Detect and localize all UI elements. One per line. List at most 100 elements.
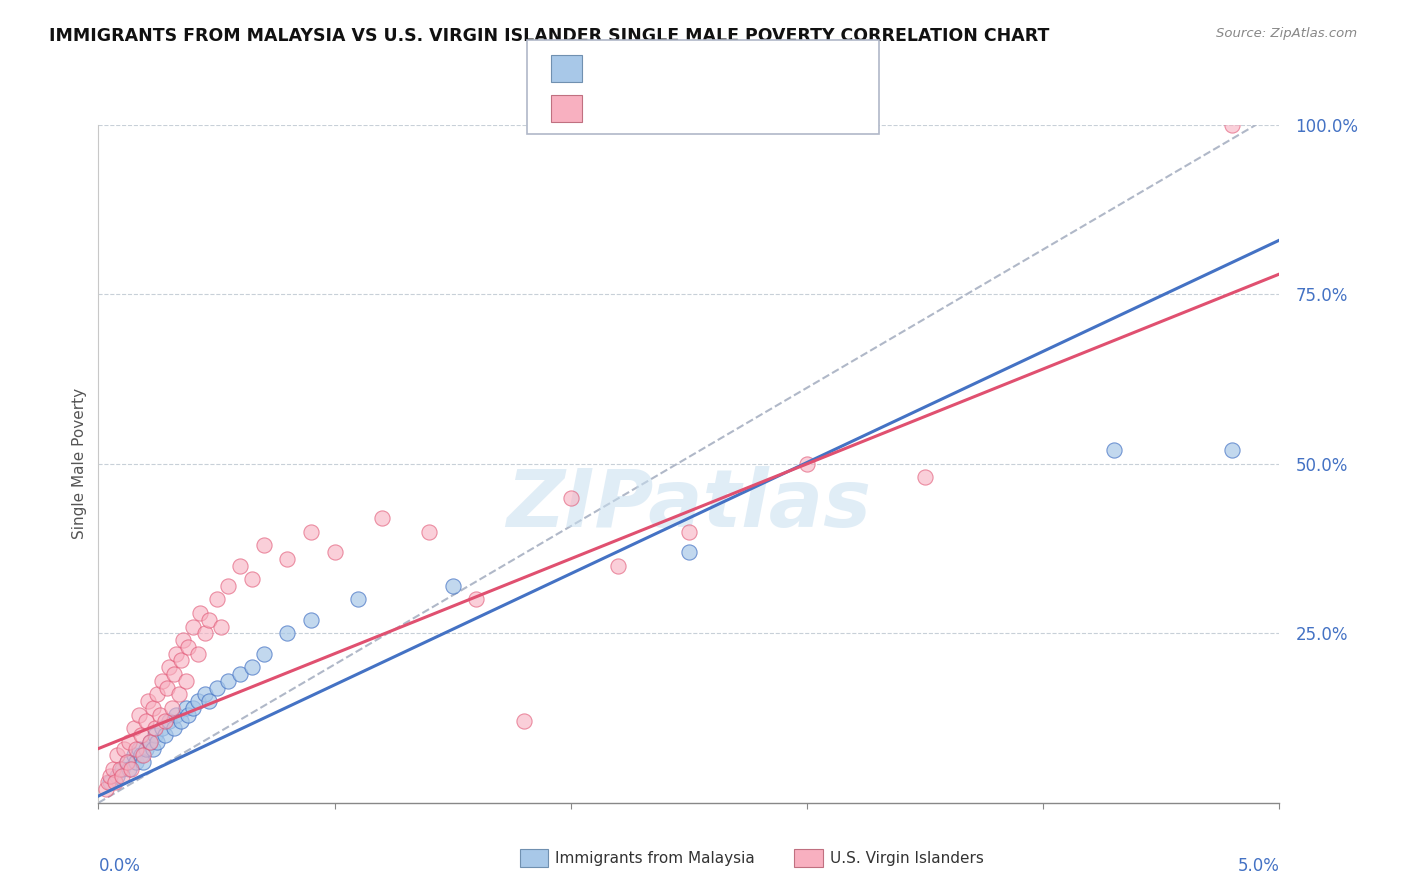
- Point: [167, 687, 190, 701]
- Text: 5.0%: 5.0%: [1237, 857, 1279, 875]
- Point: [205, 681, 228, 695]
- Point: [146, 687, 169, 701]
- Point: [118, 762, 141, 776]
- Text: Source: ZipAtlas.com: Source: ZipAtlas.com: [1216, 27, 1357, 40]
- Point: [253, 647, 276, 661]
- Point: [94, 782, 117, 797]
- Point: [465, 592, 488, 607]
- Point: [149, 707, 172, 722]
- Point: [299, 524, 322, 539]
- Point: [136, 694, 159, 708]
- Text: R = 0.707    N = 39: R = 0.707 N = 39: [596, 60, 758, 78]
- Y-axis label: Single Male Poverty: Single Male Poverty: [72, 388, 87, 540]
- Point: [111, 769, 134, 783]
- Point: [560, 491, 582, 505]
- Point: [142, 741, 165, 756]
- Point: [153, 728, 176, 742]
- Point: [108, 762, 131, 776]
- Point: [135, 741, 157, 756]
- Text: IMMIGRANTS FROM MALAYSIA VS U.S. VIRGIN ISLANDER SINGLE MALE POVERTY CORRELATION: IMMIGRANTS FROM MALAYSIA VS U.S. VIRGIN …: [49, 27, 1050, 45]
- Point: [198, 694, 221, 708]
- Point: [98, 769, 121, 783]
- Point: [129, 748, 152, 763]
- Point: [229, 667, 252, 681]
- Point: [187, 694, 209, 708]
- Point: [125, 741, 148, 756]
- Point: [128, 741, 150, 756]
- Point: [115, 755, 138, 769]
- Point: [146, 735, 169, 749]
- Point: [205, 592, 228, 607]
- Point: [153, 714, 176, 729]
- Point: [118, 735, 141, 749]
- Point: [125, 755, 148, 769]
- Text: R = 0.596    N = 60: R = 0.596 N = 60: [596, 99, 758, 117]
- Point: [181, 701, 204, 715]
- Point: [111, 762, 134, 776]
- Point: [160, 701, 183, 715]
- Point: [194, 687, 217, 701]
- Point: [101, 762, 124, 776]
- Text: ZIPatlas: ZIPatlas: [506, 466, 872, 543]
- Point: [177, 640, 200, 654]
- Text: U.S. Virgin Islanders: U.S. Virgin Islanders: [830, 851, 983, 865]
- Point: [240, 660, 263, 674]
- Point: [188, 606, 211, 620]
- Point: [607, 558, 630, 573]
- Point: [240, 572, 263, 586]
- Text: Immigrants from Malaysia: Immigrants from Malaysia: [555, 851, 755, 865]
- Point: [165, 647, 187, 661]
- Point: [418, 524, 440, 539]
- Text: 0.0%: 0.0%: [98, 857, 141, 875]
- Point: [139, 735, 162, 749]
- Point: [177, 707, 200, 722]
- Point: [98, 775, 121, 789]
- Point: [299, 613, 322, 627]
- Point: [174, 701, 197, 715]
- Point: [135, 714, 157, 729]
- Point: [157, 660, 180, 674]
- Point: [104, 775, 127, 789]
- Point: [217, 673, 239, 688]
- Point: [142, 701, 165, 715]
- Point: [172, 633, 194, 648]
- Point: [139, 735, 162, 749]
- Point: [157, 714, 180, 729]
- Point: [512, 714, 534, 729]
- Point: [163, 667, 186, 681]
- Point: [105, 748, 128, 763]
- Point: [229, 558, 252, 573]
- Point: [209, 619, 232, 633]
- Point: [121, 762, 143, 776]
- Point: [371, 511, 394, 525]
- Point: [156, 681, 179, 695]
- Point: [132, 748, 155, 763]
- Point: [115, 755, 138, 769]
- Point: [323, 545, 346, 559]
- Point: [105, 769, 128, 783]
- Point: [150, 721, 173, 735]
- Point: [1102, 443, 1125, 458]
- Point: [187, 647, 209, 661]
- Point: [132, 755, 155, 769]
- Point: [122, 748, 145, 763]
- Point: [174, 673, 197, 688]
- Point: [276, 626, 298, 640]
- Point: [194, 626, 217, 640]
- Point: [276, 551, 298, 566]
- Point: [112, 741, 135, 756]
- Point: [129, 728, 152, 742]
- Point: [181, 619, 204, 633]
- Point: [347, 592, 370, 607]
- Point: [1220, 443, 1243, 458]
- Point: [441, 579, 464, 593]
- Point: [253, 538, 276, 552]
- Point: [198, 613, 221, 627]
- Point: [143, 728, 166, 742]
- Point: [163, 721, 186, 735]
- Point: [914, 470, 936, 484]
- Point: [170, 714, 193, 729]
- Point: [97, 775, 120, 789]
- Point: [1220, 118, 1243, 132]
- Point: [122, 721, 145, 735]
